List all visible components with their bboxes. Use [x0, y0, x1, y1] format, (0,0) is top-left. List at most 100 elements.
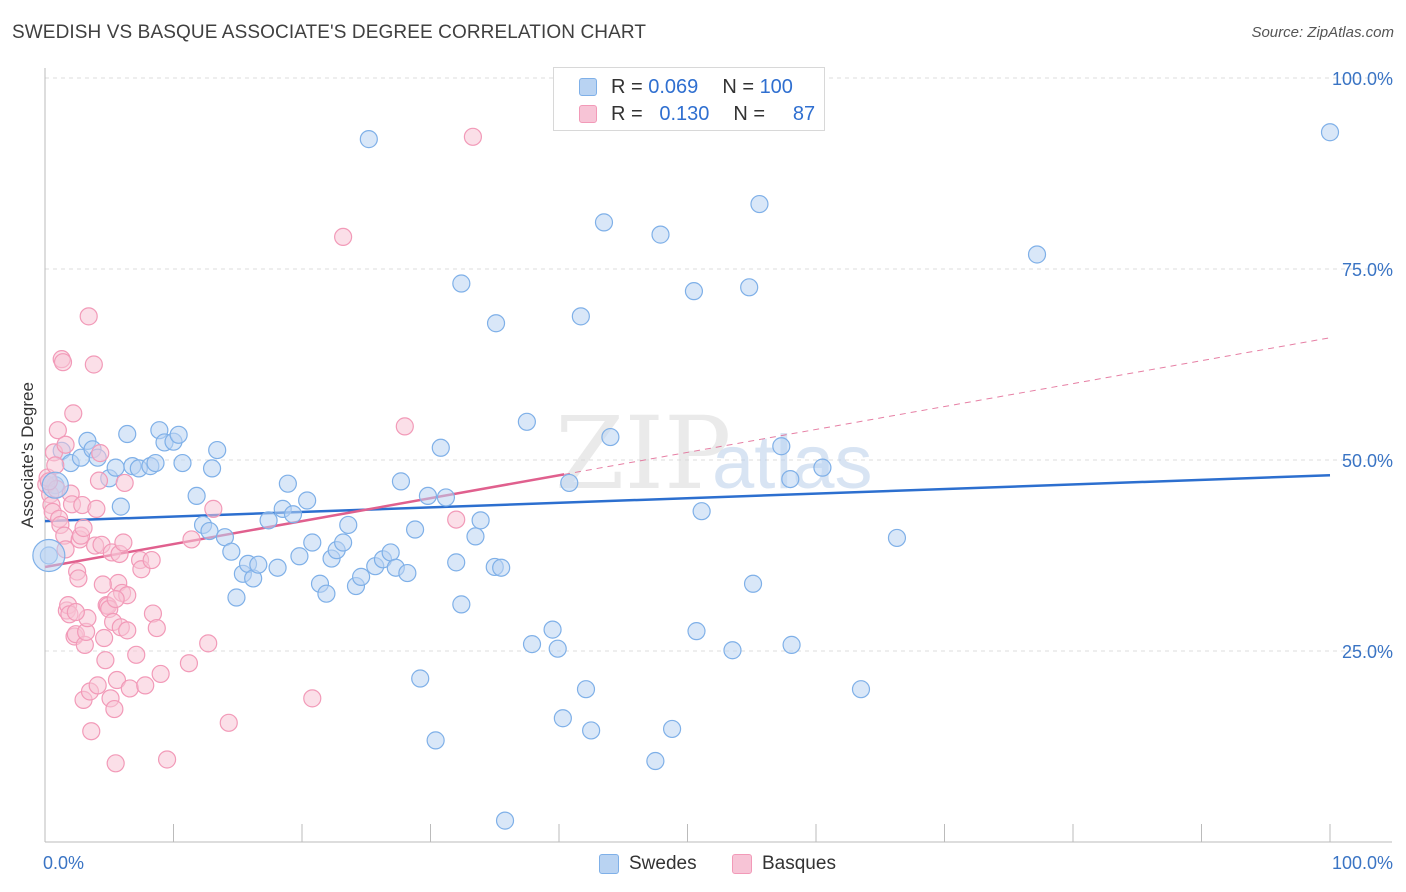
basques-point [303, 689, 322, 708]
basques-point [93, 575, 112, 594]
series-legend: Swedes Basques [0, 853, 1406, 877]
swedes-point [452, 274, 471, 293]
basques-point [106, 754, 125, 773]
swedes-point [381, 543, 400, 562]
basques-point [48, 421, 67, 440]
basques-point [199, 634, 218, 653]
basques-point [79, 307, 98, 326]
basques-point [463, 127, 483, 146]
swedes-point [249, 555, 268, 574]
swedes-point [426, 731, 445, 750]
basques-point [87, 499, 106, 518]
swedes-point [118, 424, 137, 444]
legend-item-swedes[interactable]: Swedes [599, 853, 697, 875]
basques-point [56, 435, 75, 454]
swedes-point [173, 453, 192, 473]
legend-n-value: 87 [792, 102, 816, 125]
swedes-point [334, 533, 353, 552]
basques-point [219, 713, 238, 732]
basques-point [447, 510, 466, 529]
swedes-point [594, 213, 614, 232]
swedes-point [548, 639, 567, 658]
basques-point [118, 621, 137, 640]
legend-r-value: 0.130 [659, 102, 710, 125]
swedes-point [651, 225, 670, 244]
x-tick-label: 0.0% [43, 853, 84, 873]
swedes-point [522, 635, 542, 654]
basques-point [395, 417, 414, 436]
basques-point [74, 518, 93, 538]
swedes-point [290, 547, 309, 566]
gridlines [45, 77, 1392, 652]
swedes-point [582, 721, 601, 740]
swedes-point [222, 542, 241, 561]
basques-point [182, 530, 201, 549]
swedes-point [687, 622, 706, 641]
swedes-point [431, 438, 450, 457]
y-tick-label: 25.0% [1342, 642, 1393, 662]
basques-point [157, 750, 177, 769]
y-axis-label: Associate's Degree [18, 382, 37, 528]
swedes-point [339, 515, 358, 535]
basques-point [46, 456, 65, 475]
swedes-point [517, 412, 536, 431]
swedes-point [743, 574, 763, 593]
basques-point [95, 628, 114, 648]
swedes-point [781, 470, 800, 489]
swedes-point [486, 314, 506, 333]
swedes-point [111, 497, 130, 516]
swedes-point [405, 520, 425, 539]
swedes-point [723, 641, 742, 660]
basques-point [115, 473, 134, 493]
x-tick-label: 100.0% [1332, 853, 1393, 873]
swedes-point [851, 680, 871, 699]
swedes-point [543, 620, 562, 639]
basques-point [334, 227, 353, 247]
stats-legend: R = 0.069 N = 100 R = 0.130 N = 87 [553, 67, 825, 131]
basques-swatch [579, 105, 597, 123]
watermark-zip: ZIP [555, 395, 731, 512]
swedes-point [278, 474, 297, 493]
basques-point [114, 533, 133, 552]
swedes-swatch [579, 78, 597, 96]
swedes-point [571, 307, 590, 326]
chart-source: Source: ZipAtlas.com [1251, 24, 1394, 41]
swedes-point [684, 282, 704, 301]
swedes-point [259, 511, 278, 530]
swedes-point [782, 635, 801, 654]
swedes-point [740, 278, 759, 297]
swedes-point [576, 680, 596, 699]
basques-point [120, 679, 139, 698]
tick-labels: 25.0% 50.0% 75.0% 100.0% 0.0% 100.0% [43, 69, 1393, 873]
swedes-point [208, 440, 227, 460]
basques-point [69, 569, 88, 588]
swedes-point [887, 528, 907, 548]
legend-n-value: 100 [759, 75, 793, 98]
swedes-point [41, 471, 69, 499]
y-tick-label: 100.0% [1332, 69, 1393, 89]
swedes-point [202, 459, 222, 478]
legend-label-swedes: Swedes [629, 853, 697, 874]
swedes-point [553, 709, 572, 728]
swedes-point [268, 558, 287, 577]
swedes-point [495, 811, 515, 830]
swedes-point [466, 527, 485, 546]
swedes-point [391, 472, 411, 491]
swedes-point [492, 558, 511, 577]
swedes-point [1027, 245, 1047, 264]
swedes-trend-line [44, 474, 1331, 523]
swedes-point [813, 458, 832, 477]
swedes-point [772, 437, 791, 456]
basques-point [66, 602, 85, 622]
legend-label-basques: Basques [762, 853, 836, 874]
basques-point [142, 550, 161, 570]
swedes-point [187, 486, 206, 506]
swedes-point [169, 425, 188, 444]
swedes-point [398, 563, 417, 583]
swedes-point [352, 567, 371, 586]
legend-item-basques[interactable]: Basques [732, 853, 836, 875]
swedes-point [298, 491, 317, 510]
basques-point [127, 645, 146, 664]
swedes-point [359, 130, 378, 149]
